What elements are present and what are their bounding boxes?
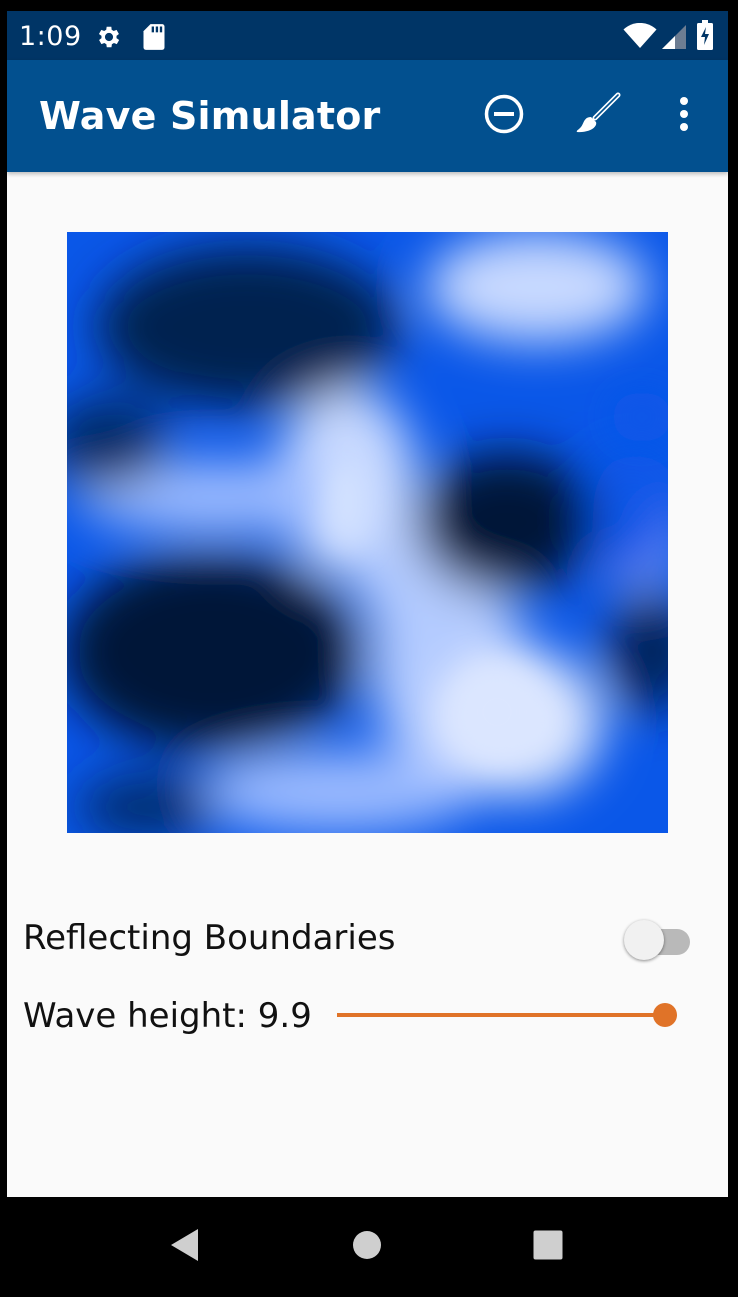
status-bar: 1:09: [7, 11, 728, 60]
slider-thumb[interactable]: [653, 1003, 677, 1027]
brush-icon: [575, 91, 621, 142]
battery-charging-icon: [697, 20, 713, 55]
overflow-menu-button[interactable]: [656, 88, 712, 144]
wave-height-label: Wave height: 9.9: [23, 996, 312, 1036]
reflecting-boundaries-label: Reflecting Boundaries: [23, 918, 396, 958]
wave-canvas[interactable]: [67, 232, 668, 833]
recents-button[interactable]: [518, 1217, 578, 1277]
home-button[interactable]: [337, 1217, 397, 1277]
back-icon: [170, 1228, 200, 1267]
clear-button[interactable]: [476, 88, 532, 144]
app-bar: Wave Simulator: [7, 60, 728, 172]
gear-icon: [95, 23, 123, 56]
remove-circle-icon: [483, 93, 525, 140]
home-icon: [352, 1230, 382, 1265]
slider-fill: [337, 1013, 665, 1017]
more-vert-icon: [678, 96, 690, 137]
phone-screen: 1:09: [7, 11, 728, 1297]
recents-icon: [533, 1230, 563, 1265]
app-title: Wave Simulator: [39, 94, 381, 138]
navigation-bar: [7, 1197, 728, 1297]
wave-height-slider[interactable]: [329, 997, 679, 1033]
status-time: 1:09: [19, 21, 82, 52]
switch-thumb: [624, 920, 664, 960]
signal-icon: [661, 24, 687, 55]
back-button[interactable]: [155, 1217, 215, 1277]
brush-button[interactable]: [570, 88, 626, 144]
sd-card-icon: [143, 23, 165, 56]
reflecting-boundaries-switch[interactable]: [624, 917, 692, 960]
wifi-icon: [623, 22, 657, 54]
